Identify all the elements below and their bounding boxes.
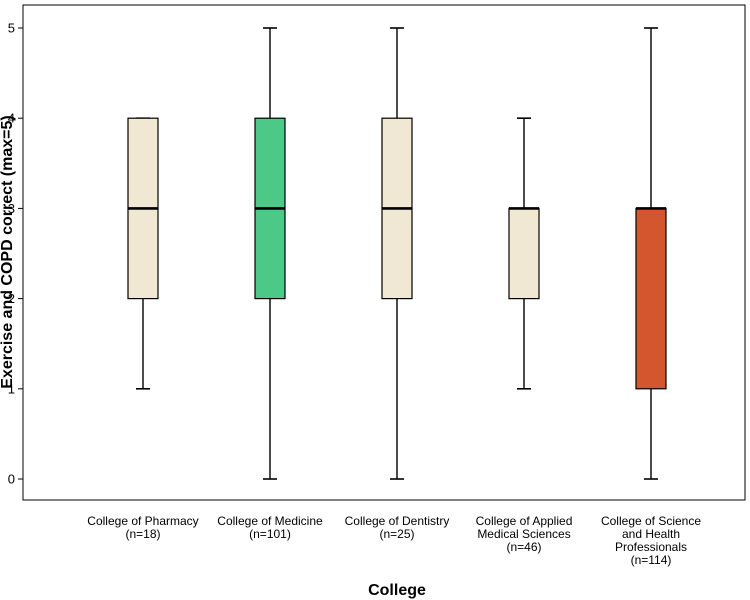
y-axis-title: Exercise and COPD correct (max=5) bbox=[0, 115, 16, 388]
x-axis-title: College bbox=[368, 582, 426, 599]
x-category-label: College of Medicine (n=101) bbox=[217, 514, 323, 541]
boxes bbox=[127, 27, 667, 480]
x-category-label: College of Science and Health Professional… bbox=[601, 514, 701, 567]
y-tick-label: 0 bbox=[8, 472, 15, 487]
box-1 bbox=[127, 117, 159, 390]
box-4 bbox=[508, 117, 540, 390]
x-category-label: College of Pharmacy (n=18) bbox=[87, 514, 198, 541]
iqr-box bbox=[635, 207, 667, 390]
x-category-label: College of Applied Medical Sciences (n=46) bbox=[476, 514, 573, 554]
y-tick-label: 2 bbox=[8, 291, 15, 306]
iqr-box bbox=[508, 207, 540, 300]
x-axis-labels: College of Pharmacy (n=18) College of Medi… bbox=[87, 514, 701, 567]
y-tick-label: 5 bbox=[8, 21, 15, 36]
y-tick-label: 3 bbox=[8, 201, 15, 216]
y-tick-label: 1 bbox=[8, 381, 15, 396]
box-3 bbox=[381, 27, 413, 480]
y-axis: 0 1 2 3 4 5 bbox=[8, 21, 23, 487]
x-category-label: College of Dentistry (n=25) bbox=[345, 514, 450, 541]
box-2 bbox=[254, 27, 286, 480]
y-tick-label: 4 bbox=[8, 111, 15, 126]
box-5 bbox=[635, 27, 667, 480]
